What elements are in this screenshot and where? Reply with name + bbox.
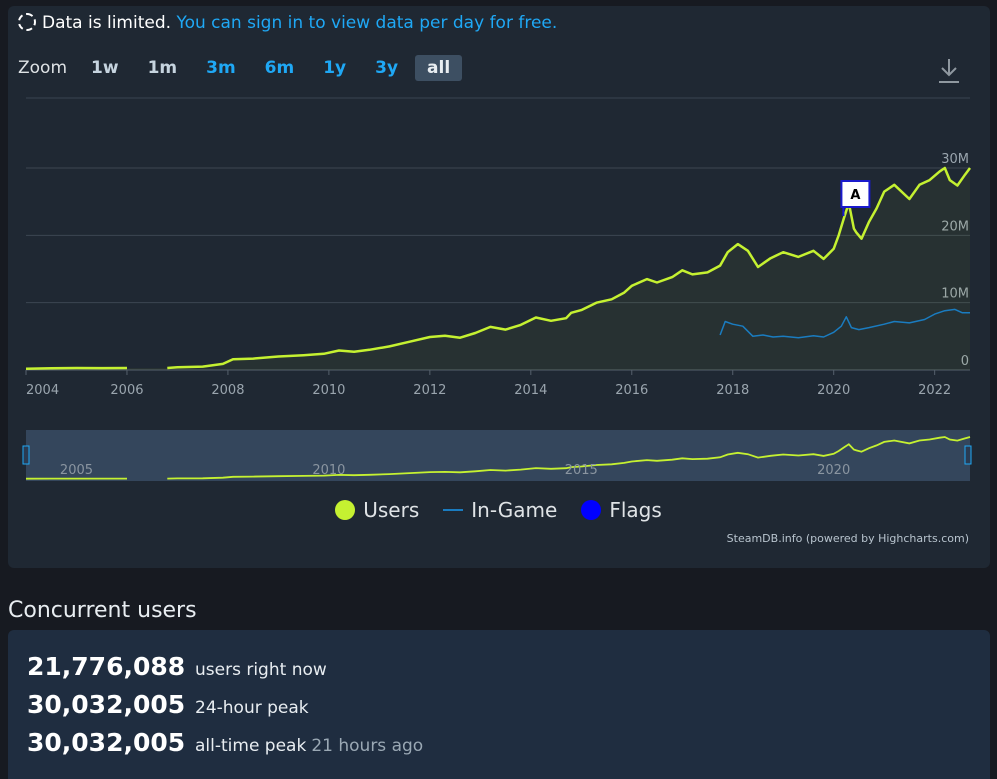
current-users-value: 21,776,088 <box>27 652 186 681</box>
peak-24h-label: 24-hour peak <box>195 698 309 718</box>
y-tick-label: 30M <box>941 152 969 167</box>
legend-flags-label: Flags <box>609 498 662 522</box>
data-limited-notice: Data is limited. You can sign in to view… <box>18 13 557 33</box>
legend-in-game-label: In-Game <box>471 498 558 522</box>
zoom-all-button[interactable]: all <box>415 55 463 81</box>
dashed-circle-icon <box>18 13 36 31</box>
users-legend-dot-icon <box>335 500 356 520</box>
current-users-label: users right now <box>195 660 327 680</box>
flag-marker[interactable] <box>840 180 871 208</box>
peak-24h-value: 30,032,005 <box>27 690 186 719</box>
navigator-left-handle[interactable] <box>22 445 30 465</box>
x-tick-label: 2014 <box>514 383 547 398</box>
stat-row-24h-peak: 30,032,005 24-hour peak <box>27 690 309 719</box>
in-game-legend-line-icon <box>443 509 464 511</box>
navigator-series-line <box>25 436 971 480</box>
all-time-peak-value: 30,032,005 <box>27 728 186 757</box>
section-title: Concurrent users <box>8 598 197 623</box>
legend-users-label: Users <box>363 498 420 522</box>
chart-legend: Users In-Game Flags <box>0 498 997 522</box>
flag-label: A <box>850 188 860 203</box>
zoom-1m-button[interactable]: 1m <box>147 58 178 78</box>
navigator-right-handle[interactable] <box>964 445 972 465</box>
x-tick-label: 2010 <box>312 383 345 398</box>
x-tick-label: 2016 <box>615 383 648 398</box>
all-time-peak-time: 21 hours ago <box>311 736 424 756</box>
x-tick-label: 2008 <box>211 383 244 398</box>
zoom-1y-button[interactable]: 1y <box>323 58 347 78</box>
users-area <box>26 168 970 370</box>
flags-legend-dot-icon <box>581 500 602 520</box>
navigator-label: 2015 <box>565 463 598 478</box>
y-tick-label: 20M <box>941 219 969 234</box>
in-game-series-line <box>719 308 970 339</box>
navigator-label: 2010 <box>312 463 345 478</box>
navigator-label: 2020 <box>817 463 850 478</box>
y-tick-label: 0 <box>961 354 969 369</box>
x-tick-label: 2020 <box>817 383 850 398</box>
x-tick-label: 2004 <box>26 383 59 398</box>
zoom-toolbar: Zoom 1w 1m 3m 6m 1y 3y all <box>18 54 467 82</box>
y-tick-label: 10M <box>941 287 969 302</box>
sign-in-link[interactable]: You can sign in to view data per day for… <box>176 13 558 33</box>
users-series-line <box>25 166 972 370</box>
concurrent-users-stats: 21,776,088 users right now 30,032,005 24… <box>8 630 990 779</box>
users-chart: 0 10M 20M 30M 2004 2006 2008 2010 2012 2014 2016 20… <box>22 97 972 481</box>
download-icon[interactable] <box>937 57 961 85</box>
zoom-1w-button[interactable]: 1w <box>91 58 119 78</box>
all-time-peak-label: all-time peak <box>195 736 307 756</box>
stat-row-all-time-peak: 30,032,005 all-time peak 21 hours ago <box>27 728 423 757</box>
legend-users[interactable]: Users <box>335 498 419 522</box>
x-tick-label: 2012 <box>413 383 446 398</box>
stat-row-current: 21,776,088 users right now <box>27 652 327 681</box>
zoom-3m-button[interactable]: 3m <box>206 58 236 78</box>
legend-flags[interactable]: Flags <box>581 498 662 522</box>
navigator-label: 2005 <box>60 463 93 478</box>
zoom-label: Zoom <box>18 58 68 78</box>
zoom-3y-button[interactable]: 3y <box>375 58 399 78</box>
x-tick-label: 2022 <box>918 383 951 398</box>
navigator-selection[interactable] <box>26 430 970 481</box>
chart-credits[interactable]: SteamDB.info (powered by Highcharts.com) <box>726 532 969 545</box>
legend-in-game[interactable]: In-Game <box>443 498 557 522</box>
x-tick-label: 2018 <box>716 383 749 398</box>
zoom-6m-button[interactable]: 6m <box>264 58 295 78</box>
x-tick-label: 2006 <box>110 383 143 398</box>
notice-text: Data is limited. <box>42 13 172 33</box>
